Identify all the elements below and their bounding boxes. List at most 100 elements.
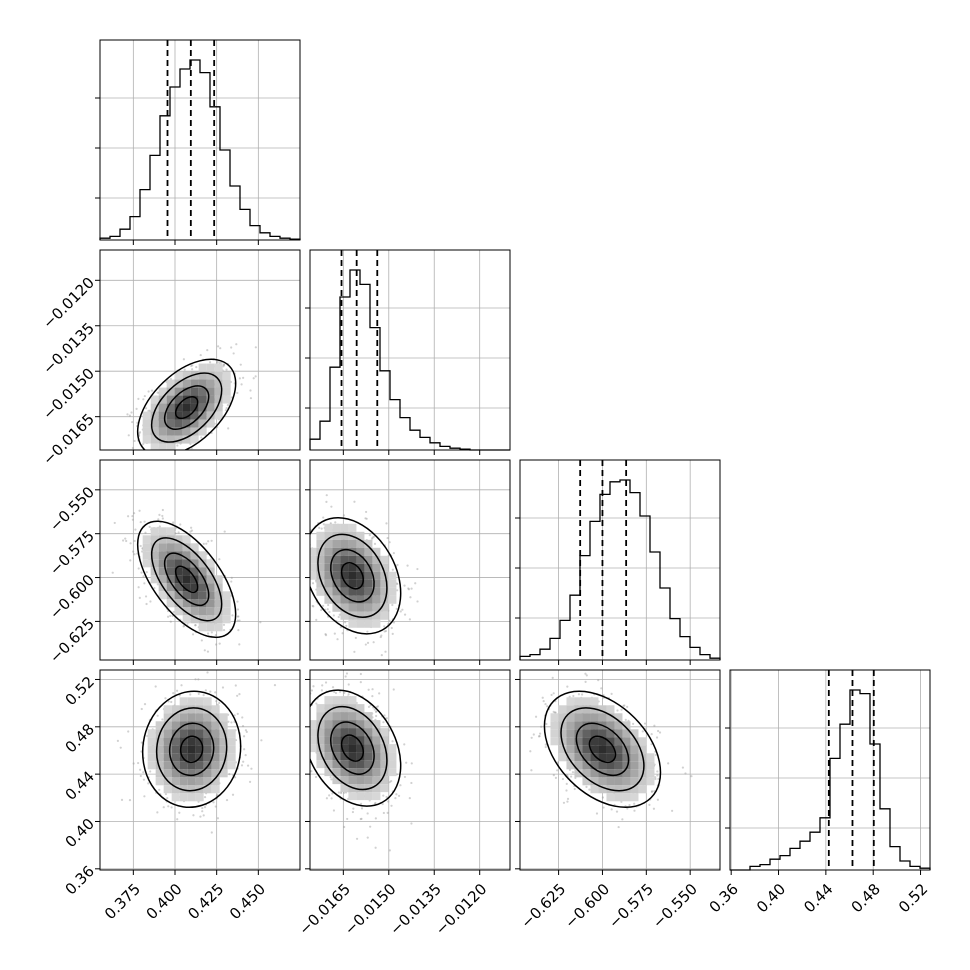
density-cell [332, 728, 341, 737]
density-cell [340, 696, 349, 705]
sample-point [228, 773, 231, 776]
density-cell [227, 753, 236, 762]
density-cell [356, 776, 365, 785]
density-cell [356, 603, 365, 612]
density-cell [198, 615, 207, 624]
sample-point [373, 542, 377, 545]
sample-point [131, 518, 134, 521]
sample-point [552, 710, 555, 713]
density-cell [155, 737, 164, 746]
sample-point [172, 610, 175, 614]
y-tick-label: 0.44 [62, 767, 98, 803]
sample-point [654, 776, 657, 779]
density-cell [582, 713, 591, 722]
sample-point [308, 565, 310, 567]
sample-point [301, 747, 303, 749]
density-cell [198, 419, 207, 428]
density-cell [310, 736, 317, 745]
sample-point [405, 761, 408, 764]
density-cell [356, 792, 365, 801]
panel-frame [99, 39, 301, 241]
sample-point [241, 724, 245, 728]
sample-point [354, 636, 357, 640]
sample-point [321, 684, 324, 687]
density-cell [211, 729, 220, 738]
density-cell [590, 777, 599, 786]
sample-point [130, 411, 133, 414]
sample-point [532, 733, 535, 736]
sample-point [652, 807, 656, 810]
density-cell [198, 559, 207, 568]
panel-content [100, 250, 300, 450]
sample-point [156, 811, 159, 814]
density-cell [171, 737, 180, 746]
density-cell [310, 555, 317, 564]
sample-point [284, 598, 286, 600]
sample-point [330, 797, 333, 800]
sample-point [375, 710, 378, 713]
sample-point [360, 817, 363, 820]
density-cell [372, 579, 381, 588]
density-cell [179, 761, 188, 770]
y-tick-label: −0.550 [46, 483, 98, 535]
density-cell [598, 745, 607, 754]
sample-point [410, 781, 413, 785]
density-cell [310, 571, 317, 580]
sample-point [385, 717, 388, 720]
density-cell [316, 760, 325, 769]
sample-point [369, 825, 372, 828]
density-cell [606, 729, 615, 738]
density-cell [182, 607, 191, 616]
sample-point [310, 689, 314, 692]
sample-point [296, 735, 298, 737]
density-cell [372, 563, 381, 572]
contour-line [150, 537, 223, 622]
sample-point [139, 544, 142, 548]
sample-point [306, 778, 308, 780]
sample-point [222, 628, 226, 632]
density-cell [187, 761, 196, 770]
sample-point [164, 792, 168, 796]
sample-point [331, 686, 335, 689]
sample-point [225, 368, 228, 371]
density-cell [182, 419, 191, 428]
sample-point [566, 800, 569, 803]
sample-point [320, 689, 323, 692]
density-cell [187, 705, 196, 714]
sample-point [390, 804, 393, 807]
density-cell [155, 721, 164, 730]
sample-point [331, 662, 333, 664]
sample-point [132, 550, 135, 553]
density-cell [348, 720, 357, 729]
sample-point [218, 558, 221, 561]
density-cell [203, 753, 212, 762]
sample-point [530, 769, 533, 772]
density-cell [190, 599, 199, 608]
density-cell [372, 768, 381, 777]
density-cell [372, 595, 381, 604]
density-cell [364, 784, 373, 793]
sample-point [667, 762, 670, 765]
sample-point [250, 767, 253, 770]
density-cell [190, 583, 199, 592]
sample-point [190, 364, 193, 368]
sample-point [584, 672, 587, 675]
sample-point [391, 603, 394, 607]
density-cell [142, 559, 151, 568]
sample-point [304, 720, 306, 722]
density-cell [340, 531, 349, 540]
density-cell [332, 595, 341, 604]
sample-point [291, 754, 293, 756]
sample-point [113, 521, 116, 525]
density-cell [142, 535, 151, 544]
density-cell [356, 611, 365, 620]
density-cell [206, 599, 215, 608]
density-cell [598, 713, 607, 722]
density-cell [150, 403, 159, 412]
density-cell [174, 427, 183, 436]
sample-point [307, 671, 309, 673]
density-cell [171, 721, 180, 730]
sample-point [403, 743, 406, 746]
density-cell [190, 567, 199, 576]
density-cell [590, 713, 599, 722]
